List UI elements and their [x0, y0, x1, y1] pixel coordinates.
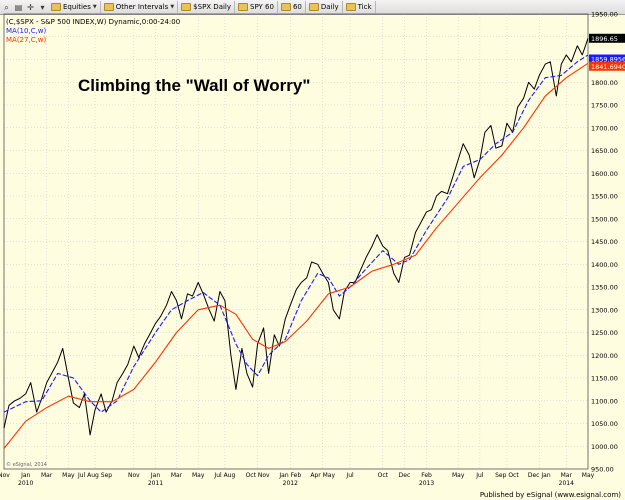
y-tick-label: 1100.00 [591, 397, 618, 405]
x-tick-label: Jul [345, 472, 354, 479]
publisher-credit: Published by eSignal (www.esignal.com) [479, 491, 621, 499]
x-year-label: 2014 [559, 480, 574, 487]
y-tick-label: 1350.00 [591, 284, 618, 292]
x-tick-label: Mar [171, 472, 183, 479]
y-tick-label: 1800.00 [591, 79, 618, 87]
toolbar-item-spy-60[interactable]: SPY 60 [235, 1, 278, 13]
y-tick-label: 1700.00 [591, 124, 618, 132]
toolbar-item-equities[interactable]: Equities ▼ [48, 1, 101, 13]
x-year-label: 2012 [283, 480, 298, 487]
ma10-legend: MA(10,C,w) [6, 27, 47, 35]
folder-icon [238, 3, 249, 11]
folder-icon [181, 3, 192, 11]
x-tick-label: Nov [128, 472, 140, 479]
y-tick-label: 1450.00 [591, 238, 618, 246]
x-tick-label: Jul Aug [213, 472, 235, 479]
watermark: © eSignal, 2014 [6, 461, 47, 468]
x-tick-label: Nov [0, 472, 10, 479]
x-year-label: 2013 [419, 480, 434, 487]
x-tick-label: Jan [20, 472, 30, 479]
ma10-value-badge-bg [589, 54, 625, 64]
value-badges: 1896.65 1859.895621841.69402 [589, 33, 625, 71]
price-line [3, 38, 589, 436]
x-tick-label: Jul [475, 472, 484, 479]
chevron-down-icon: ▼ [170, 4, 175, 10]
x-tick-label: Dec Jan [528, 472, 551, 479]
x-tick-label: Jan [150, 472, 160, 479]
y-tick-label: 1050.00 [591, 420, 618, 428]
x-tick-label: Mar [561, 472, 573, 479]
folder-icon [345, 3, 356, 11]
y-tick-label: 950.00 [591, 466, 614, 474]
x-tick-label: May [192, 472, 205, 479]
chart-title: Climbing the "Wall of Worry" [78, 76, 310, 95]
y-tick-label: 1250.00 [591, 329, 618, 337]
ma27-value-badge: 1841.69402 [591, 63, 625, 71]
toolbar: ⌕ ▤ ✛ ▾ Equities ▼ Other Intervals ▼ $SPX … [0, 0, 625, 15]
y-tick-label: 1400.00 [591, 261, 618, 269]
toolbar-item-tick[interactable]: Tick [343, 1, 376, 13]
y-tick-label: 1500.00 [591, 215, 618, 223]
series-layer [3, 38, 589, 449]
ma27-value-badge-bg [589, 61, 625, 71]
zoom-icon[interactable]: ⌕ [4, 2, 9, 12]
x-tick-label: Mar [41, 472, 53, 479]
x-tick-label: May [452, 472, 465, 479]
x-year-label: 2010 [18, 480, 33, 487]
ma10-line [3, 54, 589, 413]
symbol-legend: (C,$SPX - S&P 500 INDEX,W) Dynamic,0:00-… [6, 18, 180, 26]
y-tick-label: 1550.00 [591, 193, 618, 201]
x-tick-label: May [582, 472, 595, 479]
x-tick-label: Jul Aug Sep [77, 472, 112, 479]
y-tick-label: 1150.00 [591, 375, 618, 383]
y-tick-label: 1000.00 [591, 443, 618, 451]
chart-icon[interactable]: ▤ [14, 2, 23, 12]
ma27-line [3, 62, 589, 449]
y-axis: 950.00 1000.00 1050.00 1100.00 1150.00 1200.0… [591, 11, 618, 474]
x-year-label: 2011 [148, 480, 163, 487]
price-value-badge: 1896.65 [591, 35, 618, 43]
y-tick-label: 1750.00 [591, 102, 618, 110]
x-tick-label: Sep Oct [495, 472, 519, 479]
y-tick-label: 1650.00 [591, 147, 618, 155]
folder-icon [308, 3, 319, 11]
y-tick-label: 1300.00 [591, 306, 618, 314]
x-tick-label: Oct [378, 472, 389, 479]
ma10-value-badge: 1859.89562 [591, 55, 625, 63]
x-tick-label: Feb [421, 472, 432, 479]
toolbar-item-spx-daily[interactable]: $SPX Daily [178, 1, 236, 13]
grid-layer [3, 13, 589, 470]
toolbar-item-other-intervals[interactable]: Other Intervals ▼ [101, 1, 179, 13]
x-tick-label: Jan Feb [278, 472, 301, 479]
dropdown-caret-icon[interactable]: ▾ [40, 2, 45, 12]
chevron-down-icon: ▼ [92, 4, 97, 10]
ma27-legend: MA(27,C,w) [6, 36, 47, 44]
y-tick-label: 1950.00 [591, 11, 618, 19]
price-value-badge-bg [589, 33, 625, 43]
folder-icon [280, 3, 291, 11]
x-tick-label: Dec [399, 472, 411, 479]
x-tick-label: Apr May [310, 472, 335, 479]
x-tick-label: May [62, 472, 75, 479]
folder-icon [103, 3, 114, 11]
toolbar-item-60[interactable]: 60 [278, 1, 306, 13]
crosshair-icon[interactable]: ✛ [27, 2, 34, 12]
toolbar-item-daily[interactable]: Daily [306, 1, 343, 13]
plot-frame [3, 13, 589, 470]
folder-icon [51, 3, 61, 11]
x-tick-label: Oct Nov [246, 472, 270, 479]
y-tick-label: 1200.00 [591, 352, 618, 360]
y-tick-label: 1600.00 [591, 170, 618, 178]
